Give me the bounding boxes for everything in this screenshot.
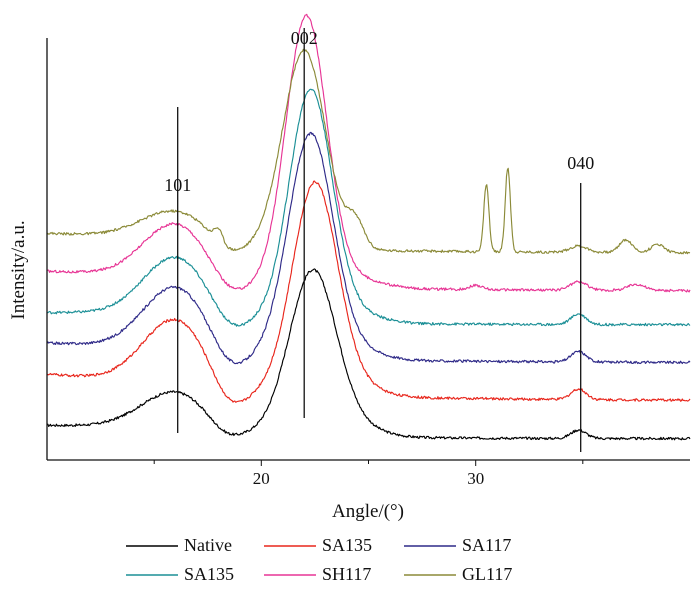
series-curves (46, 13, 691, 441)
annotation-002: 002 (291, 28, 318, 48)
legend-label-2: SA135 (322, 535, 372, 555)
series-line-4-sa135 (46, 88, 691, 327)
peak-annotations: 101 002 040 (164, 28, 594, 195)
series-line-1-native (46, 268, 691, 441)
peak-reference-lines (177, 28, 582, 452)
series-line-6-gl117 (46, 48, 691, 255)
legend-label-1: Native (184, 535, 232, 555)
y-axis-label: Intensity/a.u. (8, 220, 29, 319)
x-ticks: 20 30 (153, 460, 584, 488)
legend-label-4: SA135 (184, 564, 234, 584)
x-tick-label-30: 30 (467, 469, 484, 488)
annotation-101: 101 (164, 175, 191, 195)
x-axis-label: Angle/(°) (332, 501, 404, 522)
series-line-3-sa117 (46, 131, 691, 365)
series-line-2-sa135 (46, 180, 691, 403)
legend-label-6: GL117 (462, 564, 512, 584)
annotation-040: 040 (567, 153, 594, 173)
legend-label-3: SA117 (462, 535, 511, 555)
series-line-5-sh117 (46, 13, 691, 293)
legend: Native SA135 SA117 SA135 SH117 GL117 (126, 535, 512, 584)
x-tick-label-20: 20 (253, 469, 270, 488)
axes (46, 38, 690, 461)
legend-label-5: SH117 (322, 564, 371, 584)
